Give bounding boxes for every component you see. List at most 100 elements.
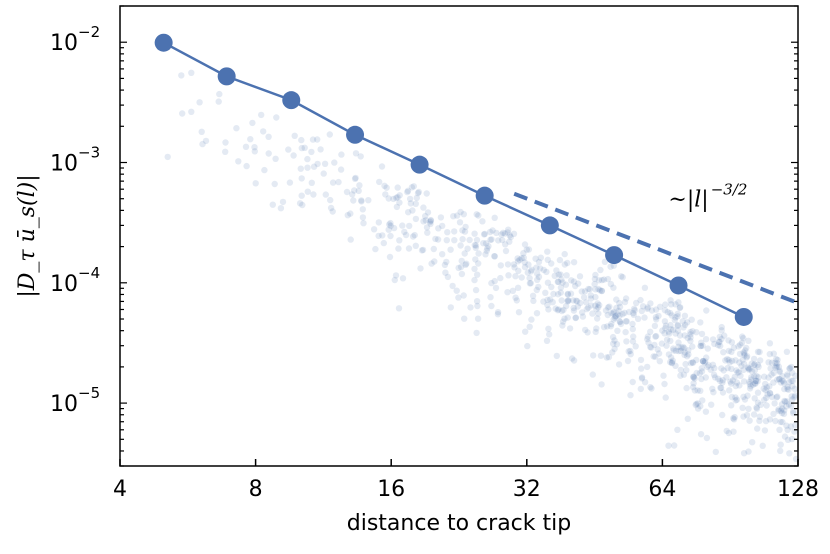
scatter-point [719,411,726,419]
scatter-point [742,347,749,354]
scatter-point [562,281,570,288]
scatter-point [697,342,704,350]
scatter-point [754,399,762,406]
scatter-point [412,242,419,249]
scatter-point [741,350,748,357]
scatter-point [785,386,792,393]
scatter-point [310,191,317,198]
scatter-point [352,174,359,182]
scatter-point [712,448,719,456]
scatter-point [252,180,259,187]
scatter-point [610,284,617,291]
scatter-point [641,314,648,321]
scatter-point [406,195,414,203]
scatter-point [399,222,406,229]
scatter-point [595,310,602,317]
scatter-point [359,214,367,221]
scatter-point [773,355,780,363]
scatter-point [558,307,566,315]
scatter-point [411,231,418,239]
scatter-point [378,163,386,170]
scatter-point [724,356,731,363]
plot-frame [119,5,799,467]
scatter-point [725,356,732,364]
scatter-point [543,337,551,344]
scatter-point [279,198,287,206]
scatter-point [548,260,555,267]
scatter-point [609,333,617,341]
scatter-point [637,385,644,393]
scatter-point [602,307,610,314]
scatter-point [535,258,543,266]
scatter-point [627,392,634,399]
scatter-point [587,292,594,299]
scatter-point [718,327,725,334]
y-tick-label: 10 [50,392,78,417]
y-tick-label-exponent: −3 [78,144,100,162]
scatter-point [544,279,552,286]
scatter-point [717,342,724,350]
scatter-point [687,331,694,338]
scatter-point [553,352,560,360]
scatter-point [777,418,784,426]
scatter-point [786,365,793,372]
scatter-point [745,366,753,373]
scatter-point [730,415,737,422]
scatter-point [298,175,305,182]
scatter-point [674,313,681,320]
y-tick-label-exponent: −5 [78,384,100,402]
scatter-point [689,343,696,350]
scatter-point [504,289,511,296]
scatter-point [406,222,413,230]
scatter-point [564,298,571,305]
scatter-point [524,269,531,276]
scatter-point [648,344,655,351]
scatter-point [670,345,677,352]
scatter-point [746,385,754,392]
scatter-point [662,394,669,401]
scatter-point [456,219,464,226]
scatter-point [592,302,599,309]
scatter-point [792,372,799,379]
scatter-point [685,351,692,358]
scatter-point [692,401,699,409]
scatter-point [780,410,788,418]
scatter-point [687,328,694,336]
scatter-point [529,292,537,299]
scatter-point [585,304,592,311]
scatter-point [693,369,700,377]
scatter-point [439,251,446,258]
scatter-point [387,232,394,240]
scatter-point [304,164,311,171]
scatter-point [627,351,634,358]
scatter-point [526,280,534,287]
scatter-point [736,350,744,358]
scatter-point [693,329,700,336]
scatter-point [365,197,372,204]
scatter-point [512,294,519,301]
scatter-point [462,261,469,268]
scatter-point [427,220,434,227]
scatter-point [370,226,378,233]
scatter-point [537,265,544,272]
scatter-point [762,386,769,394]
scatter-point [761,373,768,380]
scatter-point [577,299,584,307]
scatter-point [776,376,783,383]
scatter-point [474,302,481,310]
scatter-point [528,316,535,323]
y-axis-label-text: |D_τ ū_s(l)| [15,174,40,297]
scatter-point [510,230,518,237]
mean-series-points [154,33,753,326]
scatter-point [719,379,726,386]
scatter-point [449,282,456,290]
scatter-point [739,404,746,411]
scatter-point [732,357,739,364]
scatter-point [743,412,751,419]
scatter-point [304,155,311,163]
scatter-point [504,229,511,236]
scatter-point [472,242,480,249]
scatter-point [483,247,490,254]
scatter-point [689,359,697,366]
scatter-point [617,320,625,328]
